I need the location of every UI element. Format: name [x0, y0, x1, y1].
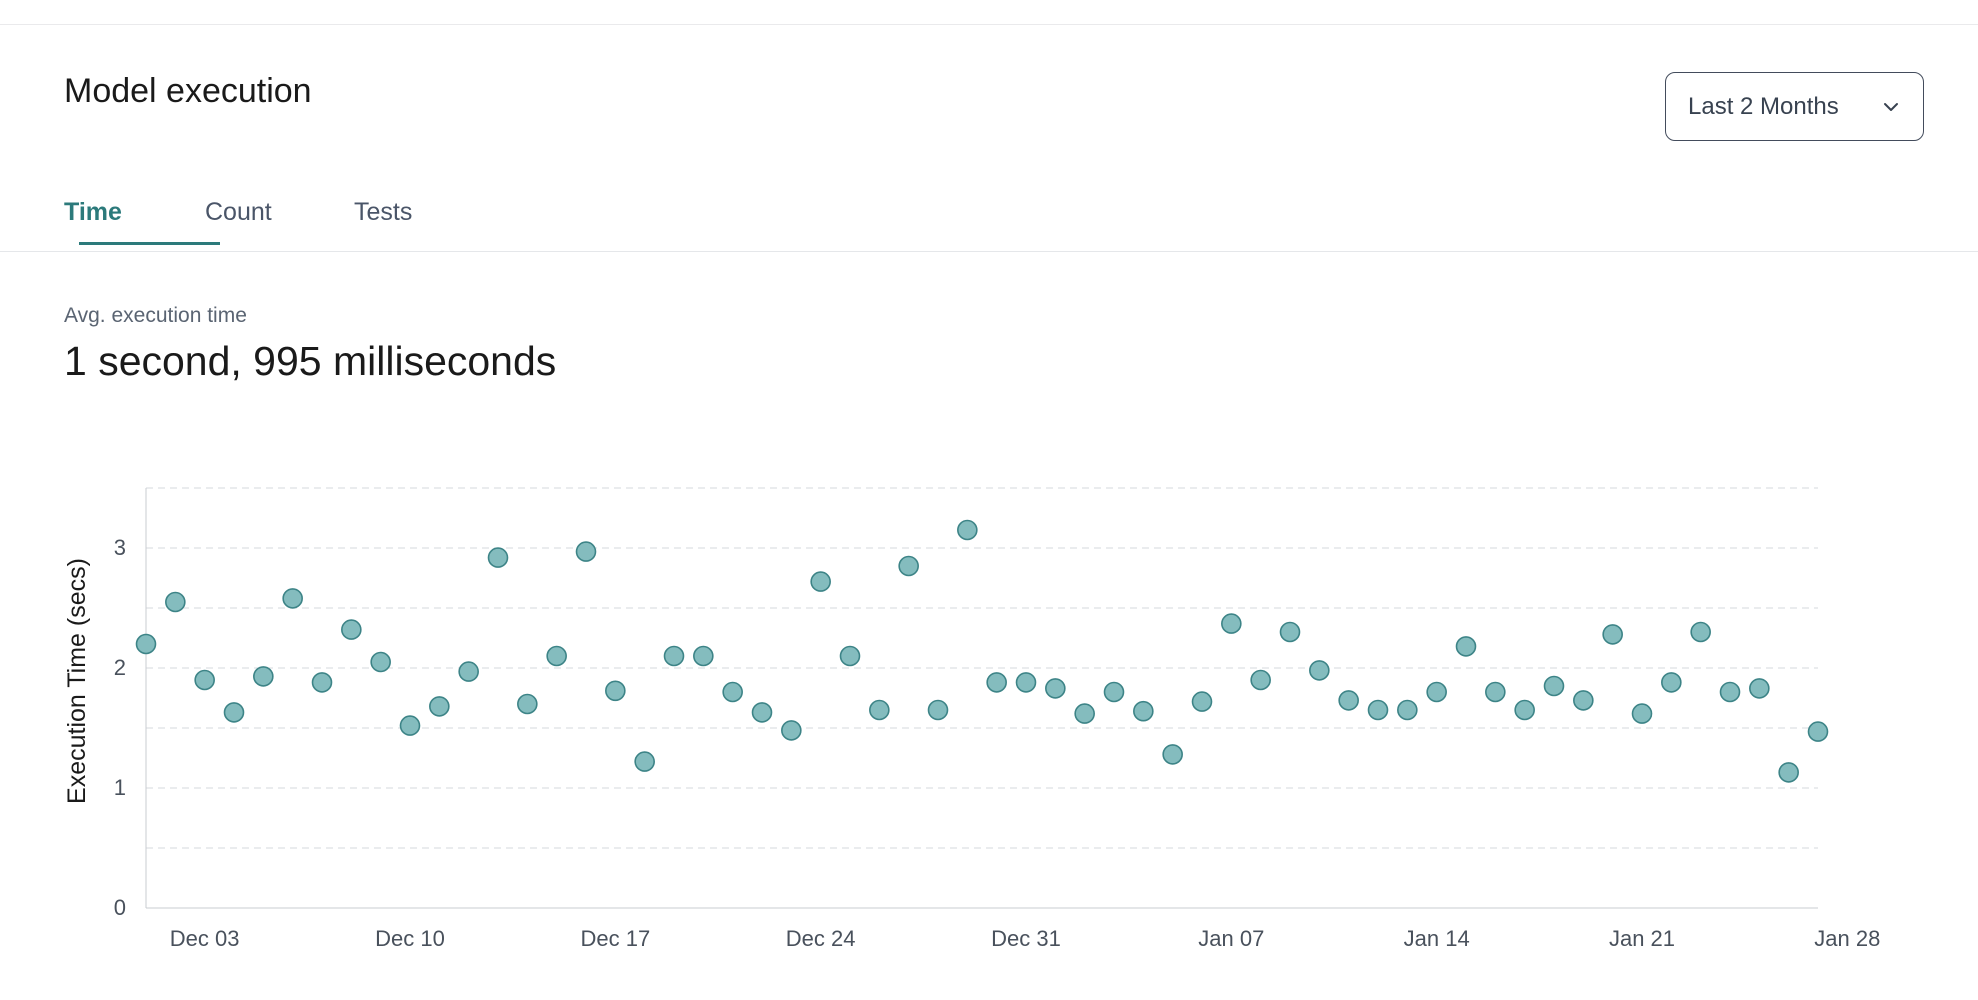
- svg-text:Jan 21: Jan 21: [1609, 926, 1675, 950]
- svg-text:Jan 07: Jan 07: [1198, 926, 1264, 950]
- svg-text:Dec 24: Dec 24: [786, 926, 856, 950]
- svg-text:Dec 03: Dec 03: [170, 926, 240, 950]
- svg-text:Jan 14: Jan 14: [1404, 926, 1470, 950]
- svg-text:0: 0: [114, 895, 126, 920]
- svg-text:1: 1: [114, 775, 126, 800]
- svg-text:Execution Time (secs): Execution Time (secs): [63, 558, 91, 804]
- svg-text:Dec 31: Dec 31: [991, 926, 1061, 950]
- svg-text:Jan 28: Jan 28: [1814, 926, 1880, 950]
- svg-text:3: 3: [114, 535, 126, 560]
- svg-text:Dec 10: Dec 10: [375, 926, 445, 950]
- svg-text:Dec 17: Dec 17: [580, 926, 650, 950]
- svg-text:2: 2: [114, 655, 126, 680]
